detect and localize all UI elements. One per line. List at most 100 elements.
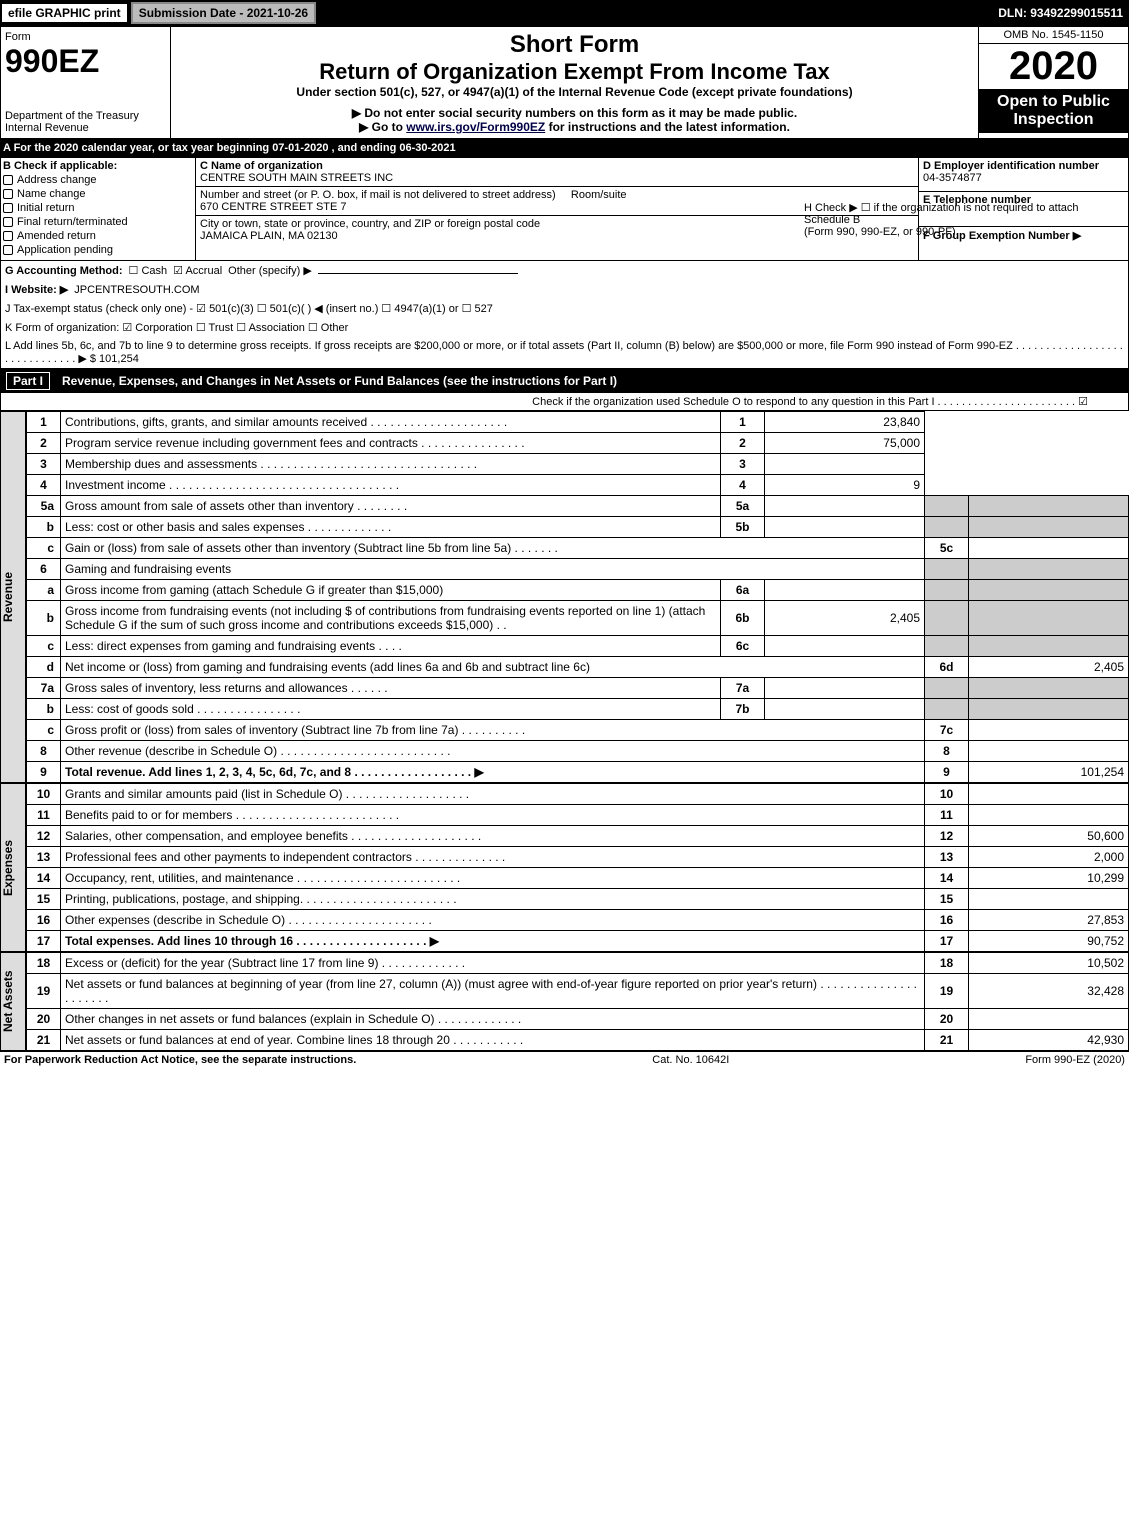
row-num: b [27, 601, 61, 636]
line-l-amount: $ 101,254 [90, 353, 139, 365]
row-box: 2 [721, 433, 765, 454]
cb-address-change[interactable]: Address change [3, 174, 193, 186]
line-h-sub: (Form 990, 990-EZ, or 990-PF). [804, 226, 1124, 238]
row-desc: Gross profit or (loss) from sales of inv… [61, 720, 925, 741]
cb-initial-return[interactable]: Initial return [3, 202, 193, 214]
cb-name-change[interactable]: Name change [3, 188, 193, 200]
row-desc: Less: direct expenses from gaming and fu… [61, 636, 721, 657]
row-box-shade [925, 517, 969, 538]
form-word: Form [5, 31, 166, 43]
cb-name-change-label: Name change [17, 188, 86, 200]
do-not-enter: ▶ Do not enter social security numbers o… [175, 106, 974, 120]
table-row: 11Benefits paid to or for members . . . … [27, 805, 1129, 826]
line-h-label: H Check ▶ ☐ if the organization is not r… [804, 201, 1124, 226]
net-assets-side-label: Net Assets [0, 952, 26, 1051]
revenue-side-label: Revenue [0, 411, 26, 783]
g-cash[interactable]: ☐ Cash [129, 264, 168, 277]
city-value: JAMAICA PLAIN, MA 02130 [200, 230, 338, 242]
g-other[interactable]: Other (specify) ▶ [228, 264, 312, 277]
row-midbox: 7b [721, 699, 765, 720]
row-desc: Gross income from gaming (attach Schedul… [61, 580, 721, 601]
revenue-section: Revenue 1Contributions, gifts, grants, a… [0, 411, 1129, 783]
row-amt-shade [969, 580, 1129, 601]
row-amt: 42,930 [969, 1030, 1129, 1051]
row-desc: Net income or (loss) from gaming and fun… [61, 657, 925, 678]
efile-print-button[interactable]: efile GRAPHIC print [2, 4, 127, 22]
cb-final-return[interactable]: Final return/terminated [3, 216, 193, 228]
g-accrual-label: Accrual [185, 265, 222, 277]
net-assets-table: 18Excess or (deficit) for the year (Subt… [26, 952, 1129, 1051]
row-num: 9 [27, 762, 61, 783]
dln-label: DLN: 93492299015511 [998, 6, 1127, 20]
goto-link[interactable]: www.irs.gov/Form990EZ [406, 120, 545, 134]
row-num: 3 [27, 454, 61, 475]
row-box-shade [925, 496, 969, 517]
c-name-value: CENTRE SOUTH MAIN STREETS INC [200, 172, 393, 184]
row-box: 12 [925, 826, 969, 847]
row-num: c [27, 636, 61, 657]
row-box: 21 [925, 1030, 969, 1051]
g-accrual[interactable]: ☑ Accrual [173, 264, 222, 277]
row-desc: Net assets or fund balances at beginning… [61, 974, 925, 1009]
row-amt-shade [969, 678, 1129, 699]
line-a: A For the 2020 calendar year, or tax yea… [0, 139, 1129, 157]
row-amt-shade [969, 601, 1129, 636]
row-amt [969, 784, 1129, 805]
row-num: 4 [27, 475, 61, 496]
row-num: 12 [27, 826, 61, 847]
g-cash-label: Cash [141, 265, 167, 277]
d-ein-value: 04-3574877 [923, 172, 982, 184]
table-row: bGross income from fundraising events (n… [27, 601, 1129, 636]
row-desc: Membership dues and assessments . . . . … [61, 454, 721, 475]
expenses-section: Expenses 10Grants and similar amounts pa… [0, 783, 1129, 952]
row-num: d [27, 657, 61, 678]
row-box-shade [925, 580, 969, 601]
part1-header: Part I Revenue, Expenses, and Changes in… [0, 369, 1129, 393]
row-desc: Total expenses. Add lines 10 through 16 … [61, 931, 925, 952]
b-label: B Check if applicable: [3, 160, 193, 172]
row-num: 15 [27, 889, 61, 910]
row-amt: 2,000 [969, 847, 1129, 868]
row-midamt [765, 699, 925, 720]
table-row: 12Salaries, other compensation, and empl… [27, 826, 1129, 847]
table-row: 16Other expenses (describe in Schedule O… [27, 910, 1129, 931]
row-desc: Gain or (loss) from sale of assets other… [61, 538, 925, 559]
row-desc: Gross amount from sale of assets other t… [61, 496, 721, 517]
row-desc: Gaming and fundraising events [61, 559, 925, 580]
row-num: 14 [27, 868, 61, 889]
row-num: b [27, 699, 61, 720]
row-box: 8 [925, 741, 969, 762]
row-box: 17 [925, 931, 969, 952]
row-box: 9 [925, 762, 969, 783]
cb-amended-return[interactable]: Amended return [3, 230, 193, 242]
row-box: 18 [925, 953, 969, 974]
row-num: 17 [27, 931, 61, 952]
cb-application-pending[interactable]: Application pending [3, 244, 193, 256]
footer-right: Form 990-EZ (2020) [1025, 1054, 1125, 1066]
row-amt: 2,405 [969, 657, 1129, 678]
g-other-input[interactable] [318, 273, 518, 274]
line-i-label: I Website: ▶ [5, 283, 68, 296]
submission-date-button[interactable]: Submission Date - 2021-10-26 [131, 2, 316, 24]
table-row: 15Printing, publications, postage, and s… [27, 889, 1129, 910]
row-amt-shade [969, 636, 1129, 657]
row-midbox: 5a [721, 496, 765, 517]
table-row: aGross income from gaming (attach Schedu… [27, 580, 1129, 601]
row-amt [969, 538, 1129, 559]
row-midamt [765, 517, 925, 538]
omb-number: OMB No. 1545-1150 [979, 27, 1128, 44]
row-amt-shade [969, 517, 1129, 538]
table-row: dNet income or (loss) from gaming and fu… [27, 657, 1129, 678]
row-amt: 27,853 [969, 910, 1129, 931]
row-desc: Net assets or fund balances at end of ye… [61, 1030, 925, 1051]
table-row: 18Excess or (deficit) for the year (Subt… [27, 953, 1129, 974]
row-desc: Gross sales of inventory, less returns a… [61, 678, 721, 699]
table-row: 8Other revenue (describe in Schedule O) … [27, 741, 1129, 762]
table-row: 13Professional fees and other payments t… [27, 847, 1129, 868]
row-num: 11 [27, 805, 61, 826]
row-desc: Gross income from fundraising events (no… [61, 601, 721, 636]
row-desc: Benefits paid to or for members . . . . … [61, 805, 925, 826]
form-header-left: Form 990EZ Department of the Treasury In… [1, 27, 171, 138]
row-box-shade [925, 601, 969, 636]
line-l: L Add lines 5b, 6c, and 7b to line 9 to … [1, 337, 1128, 368]
